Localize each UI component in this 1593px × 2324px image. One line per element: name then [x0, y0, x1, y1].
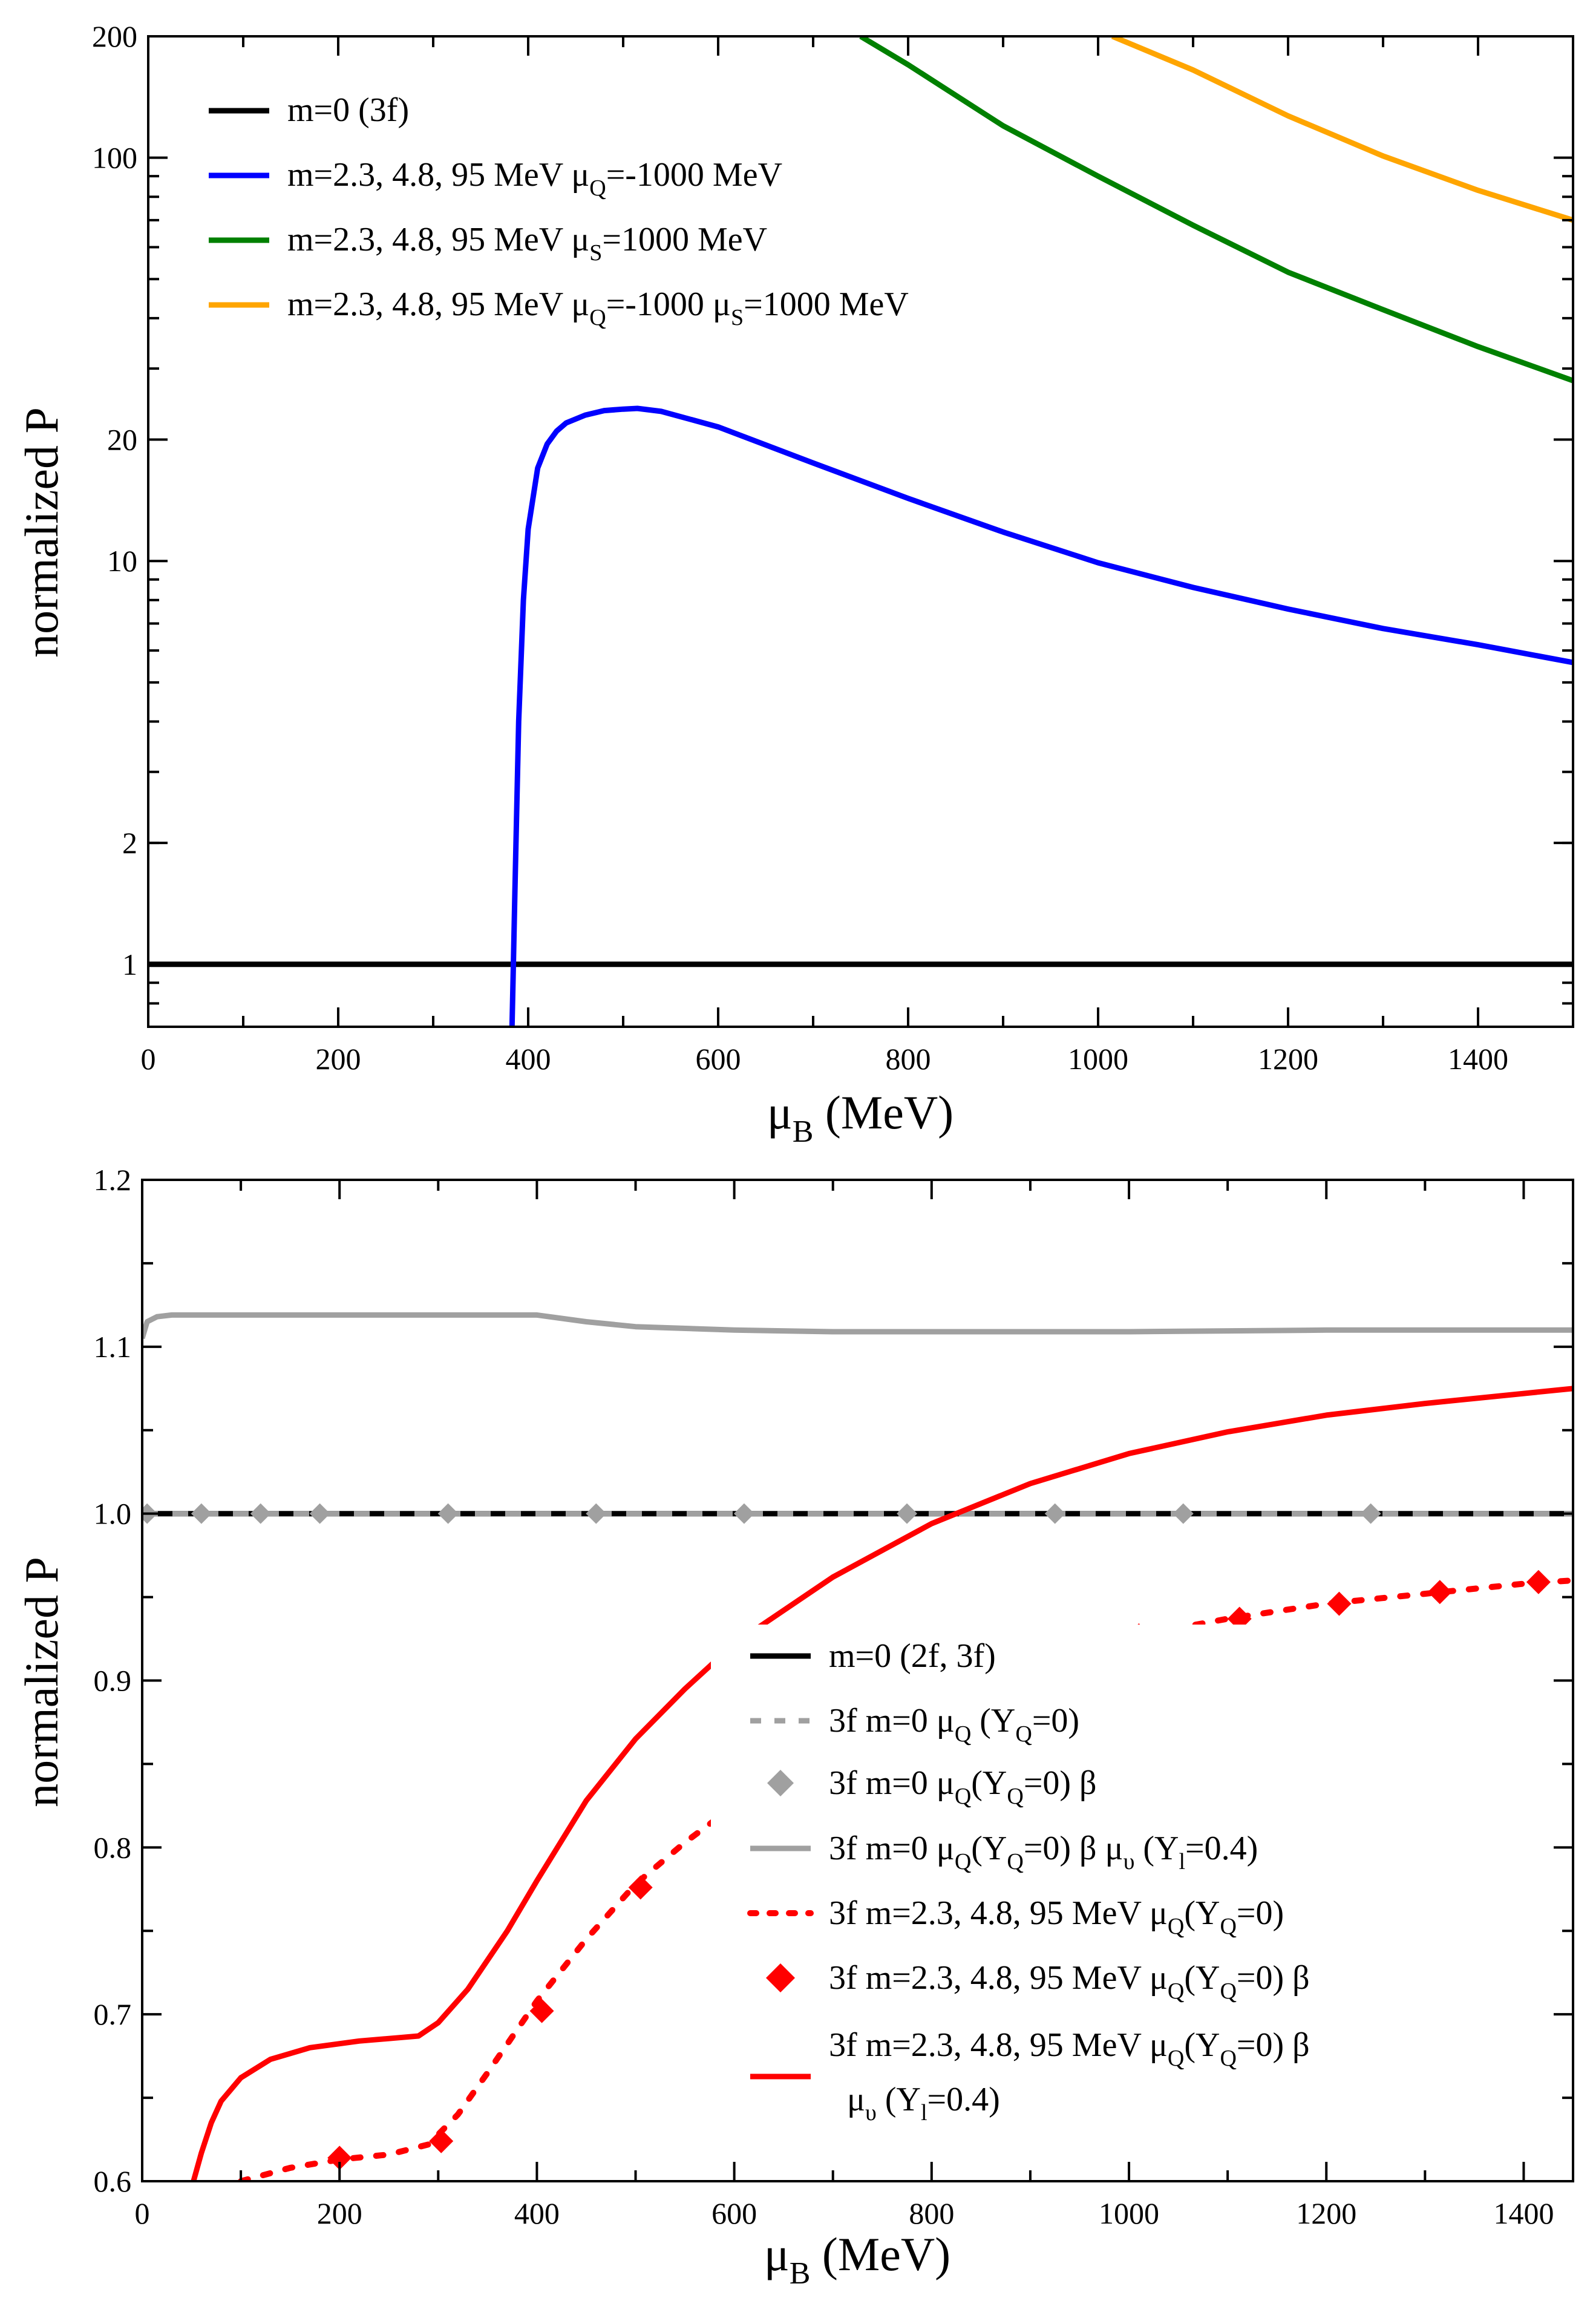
- legend-label-mu-q: m=2.3, 4.8, 95 MeV μQ=-1000 MeV: [287, 156, 782, 201]
- series-line-gray-mu-nu: [142, 1312, 1573, 1340]
- y-tick-label: 0.7: [94, 1997, 132, 2031]
- y-tick-label: 200: [92, 19, 137, 53]
- gray-diamond-marker-5: [586, 1503, 607, 1524]
- y-tick-label: 0.9: [94, 1664, 132, 1698]
- x-tick-label: 1200: [1258, 1042, 1318, 1076]
- x-tick-label: 600: [696, 1042, 741, 1076]
- gray-diamond-marker-10: [1360, 1503, 1381, 1524]
- red-diamond-marker-2: [529, 1998, 554, 2023]
- series-line-mu-s: [859, 36, 1573, 384]
- legend-bottom: m=0 (2f, 3f) 3f m=0 μQ (YQ=0) 3f m=0 μQ(…: [747, 1637, 1310, 2126]
- y-tick-labels-bottom: 0.6 0.7 0.8 0.9 1.0 1.1 1.2: [94, 1163, 132, 2198]
- series-line-mu-q: [509, 405, 1573, 1027]
- panel-bottom: 0 200 400 600 800 1000 1200 1400 0.6 0.7 0.8 0.9 1.…: [15, 1163, 1574, 2291]
- x-axis-label-top: μB (MeV): [767, 1086, 954, 1149]
- panel-top: 0 200 400 600 800 1000 1200 1400 1 2 10 20 100 200 μ…: [15, 19, 1574, 1149]
- red-diamond-marker-0: [327, 2146, 352, 2170]
- red-diamond-marker-1: [429, 2129, 454, 2153]
- x-tick-label: 0: [141, 1042, 156, 1076]
- red-diamond-marker-3: [628, 1875, 653, 1900]
- x-tick-labels-bottom: 0 200 400 600 800 1000 1200 1400: [135, 2196, 1554, 2230]
- y-tick-label: 1.2: [94, 1163, 132, 1197]
- axis-ticks-bottom: [141, 1179, 1573, 2182]
- gray-diamond-marker-6: [733, 1503, 754, 1524]
- gray-diamond-marker-7: [897, 1503, 918, 1524]
- y-tick-label: 2: [122, 826, 137, 860]
- x-tick-label: 1000: [1099, 2196, 1159, 2230]
- plot-area-top: [148, 36, 1573, 1027]
- x-tick-label: 1400: [1448, 1042, 1508, 1076]
- legend-label-mu-q-mu-s: m=2.3, 4.8, 95 MeV μQ=-1000 μS=1000 MeV: [287, 286, 909, 330]
- red-diamond-marker-9: [1427, 1580, 1452, 1605]
- gray-diamond-marker-2: [250, 1503, 271, 1524]
- gray-diamond-marker-1: [191, 1503, 212, 1524]
- y-tick-labels-top: 1 2 10 20 100 200: [92, 19, 137, 981]
- series-line-mu-q-mu-s: [1111, 36, 1573, 223]
- x-tick-label: 1000: [1068, 1042, 1128, 1076]
- x-axis-label-bottom: μB (MeV): [764, 2228, 950, 2291]
- y-tick-label: 20: [107, 423, 137, 457]
- legend-label-mu-s: m=2.3, 4.8, 95 MeV μS=1000 MeV: [287, 221, 767, 266]
- x-tick-label: 1400: [1493, 2196, 1554, 2230]
- y-tick-label: 100: [92, 141, 137, 175]
- legend-marker-gray-diamond: [767, 1770, 794, 1796]
- y-tick-label: 0.6: [94, 2164, 132, 2198]
- y-tick-label: 10: [107, 544, 137, 578]
- gray-diamond-marker-8: [1044, 1503, 1065, 1524]
- legend-label-gray-mu-nu: 3f m=0 μQ(YQ=0) β μυ (Yl=0.4): [829, 1830, 1258, 1874]
- x-tick-label: 800: [886, 1042, 931, 1076]
- x-tick-label: 600: [711, 2196, 757, 2230]
- legend-background: [711, 1625, 1510, 2169]
- gray-diamond-marker-3: [309, 1503, 330, 1524]
- legend-label-m0-3f: m=0 (3f): [287, 91, 409, 129]
- x-tick-label: 0: [135, 2196, 150, 2230]
- legend-label-red-dotted: 3f m=2.3, 4.8, 95 MeV μQ(YQ=0): [829, 1894, 1284, 1939]
- plot-frame-bottom: [141, 1179, 1574, 2182]
- y-tick-label: 1.1: [94, 1330, 132, 1364]
- x-tick-label: 400: [506, 1042, 551, 1076]
- y-tick-label: 0.8: [94, 1830, 132, 1864]
- y-axis-label-bottom: normalized P: [15, 1557, 68, 1807]
- series-markers-gray-beta: [142, 1503, 1381, 1524]
- gray-diamond-marker-4: [437, 1503, 459, 1524]
- series-line-red-mu-nu: [191, 1386, 1573, 2181]
- legend-label-gray-dotted: 3f m=0 μQ (YQ=0): [829, 1702, 1079, 1747]
- x-tick-label: 1200: [1296, 2196, 1356, 2230]
- y-tick-label: 1.0: [94, 1497, 132, 1531]
- legend-marker-red-diamond: [766, 1963, 795, 1992]
- red-diamond-marker-10: [1526, 1570, 1551, 1594]
- x-tick-label: 200: [317, 2196, 362, 2230]
- y-axis-label-top: normalized P: [15, 407, 68, 658]
- plot-frame-top: [147, 35, 1574, 1028]
- x-tick-label: 400: [514, 2196, 560, 2230]
- y-tick-label: 1: [122, 948, 137, 981]
- red-diamond-marker-8: [1327, 1591, 1352, 1616]
- legend-label-m0-2f-3f: m=0 (2f, 3f): [829, 1637, 996, 1675]
- legend-top: m=0 (3f) m=2.3, 4.8, 95 MeV μQ=-1000 MeV…: [209, 91, 909, 330]
- legend-label-red-beta: 3f m=2.3, 4.8, 95 MeV μQ(YQ=0) β: [829, 1959, 1310, 2004]
- x-tick-label: 200: [316, 1042, 361, 1076]
- gray-diamond-marker-9: [1173, 1503, 1194, 1524]
- x-tick-labels-top: 0 200 400 600 800 1000 1200 1400: [141, 1042, 1509, 1076]
- x-tick-label: 800: [909, 2196, 954, 2230]
